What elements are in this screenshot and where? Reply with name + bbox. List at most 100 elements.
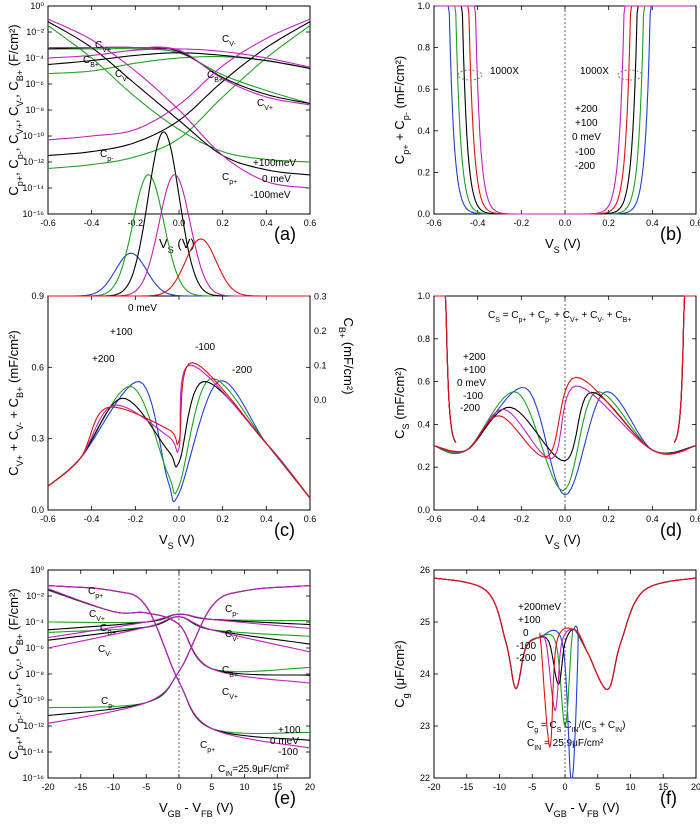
panel-e: -20 -15 -10 -5 0 5 10 15 20 10⁻¹⁶ 10⁻¹⁴ 10⁻¹² 10⁻¹⁰ 1… [6, 565, 315, 819]
x-tick-label: -0.2 [128, 514, 144, 524]
equation: Cg = CS CIN/(CS + CIN) [527, 720, 625, 734]
x-tick-label: 0.6 [690, 514, 700, 524]
panel-f: -20 -15 -10 -5 0 5 10 15 20 22 23 24 25 26 (f) VGB - VF… [392, 565, 700, 819]
series-line-cb [48, 252, 309, 297]
y-tick-label: 10⁰ [30, 1, 44, 11]
panel-label: (f) [660, 788, 677, 808]
y-axis-label: CV+ + CV- + CB+ (mF/cm²) [6, 330, 25, 476]
x-tick-label: -15 [74, 782, 87, 792]
x-axis-label: VS (V) [545, 532, 581, 551]
y-tick-label: 0.9 [31, 291, 44, 301]
annotation: Cp- [101, 696, 115, 710]
y2-tick-label: 0.3 [314, 292, 327, 302]
annotation: CV+ [257, 98, 273, 112]
x-tick-label: 20 [691, 782, 700, 792]
x-tick-label: -15 [460, 782, 473, 792]
annotation: CV- [98, 644, 113, 658]
annotation: 0 meV [572, 132, 601, 143]
x-tick-label: -0.6 [426, 514, 442, 524]
x-tick-label: -10 [107, 782, 120, 792]
series-line [47, 585, 311, 749]
x-tick-label: -20 [41, 782, 54, 792]
x-tick-label: 5 [209, 782, 214, 792]
series-line [47, 364, 311, 499]
series-line [435, 5, 565, 215]
annotation: +200 [92, 354, 115, 365]
annotation: CB+ [100, 623, 116, 637]
y-tick-label: 0.0 [417, 505, 430, 515]
x-tick-label: -0.2 [128, 218, 144, 228]
series-line [47, 25, 311, 170]
series-line [673, 295, 696, 443]
series-line [47, 585, 311, 724]
x-tick-label: -0.6 [426, 218, 442, 228]
panel-c: -0.6 -0.4 -0.2 0.0 0.2 0.4 0.6 0.0 0.3 0.6 0.9 (c) V… [6, 131, 356, 551]
series-line [435, 5, 565, 215]
panel-label: (e) [274, 788, 296, 808]
x-tick-label: 0 [176, 782, 181, 792]
y-axis-label: Cp+ + Cp- (mF/cm²) [392, 56, 411, 164]
annotation: +100 [278, 725, 301, 736]
annotation: +100 [518, 615, 541, 626]
x-tick-label: 0.6 [690, 218, 700, 228]
y-tick-label: 10⁻⁸ [25, 669, 44, 679]
panel-label: (b) [660, 224, 682, 244]
annotation: CIN=25.9μF/cm² [218, 764, 290, 778]
y-tick-label: 1.0 [417, 1, 430, 11]
x-tick-label: -20 [427, 782, 440, 792]
series-line [47, 21, 311, 157]
y-tick-label: 1.0 [417, 291, 430, 301]
annotation: CV- [225, 629, 240, 643]
panel-d: -0.6 -0.4 -0.2 0.0 0.2 0.4 0.6 0.0 0.2 0.4 0.6 0.8 1… [392, 291, 700, 551]
series-line [47, 48, 311, 68]
y-axis-label: Cg (μF/cm²) [392, 640, 411, 707]
annotation: -100meV [250, 190, 291, 201]
annotation: -100 [575, 147, 595, 158]
y-tick-label: 0.2 [417, 462, 430, 472]
annotation: +200meV [518, 602, 561, 613]
y-tick-label: 10⁻⁴ [25, 53, 44, 63]
series-line [47, 362, 311, 499]
y-tick-label: 10⁻⁸ [25, 105, 44, 115]
series-line [47, 18, 311, 189]
y-tick-label: 24 [420, 669, 430, 679]
x-tick-label: -5 [142, 782, 150, 792]
x-tick-label: 15 [272, 782, 282, 792]
x-tick-label: 0.6 [304, 218, 317, 228]
y-tick-label: 0.0 [417, 209, 430, 219]
annotation: +200 [463, 352, 486, 363]
y-tick-label: 0.3 [31, 434, 44, 444]
x-tick-label: -0.4 [84, 514, 100, 524]
series-line [435, 5, 565, 215]
x-tick-label: -10 [493, 782, 506, 792]
x-tick-label: 0.2 [216, 218, 229, 228]
annotation: CV- [222, 34, 237, 48]
y-tick-label: 10⁻⁴ [25, 617, 44, 627]
panel-label: (c) [274, 520, 295, 540]
x-axis-label: VS (V) [159, 236, 195, 255]
annotation: Cp+ [200, 740, 215, 754]
y-tick-label: 26 [420, 565, 430, 575]
x-tick-label: 5 [595, 782, 600, 792]
x-tick-label: 0.0 [559, 514, 572, 524]
series-line [434, 295, 457, 443]
series-line [47, 380, 311, 503]
x-tick-label: 0.4 [646, 514, 659, 524]
annotation: 0 meV [457, 378, 486, 389]
series-line [433, 577, 697, 749]
y-tick-label: 10⁻¹⁴ [22, 183, 44, 193]
x-axis-label: VS (V) [545, 236, 581, 255]
panel-a: -0.6 -0.4 -0.2 0.0 0.2 0.4 0.6 10⁻¹⁶ 10⁻¹⁴ 10⁻¹² 1… [6, 1, 316, 255]
annotation: +100 [463, 365, 486, 376]
annotation: +200 [575, 104, 598, 115]
y-tick-label: 23 [420, 721, 430, 731]
series-line [434, 295, 457, 443]
annotation: CV- [115, 69, 130, 83]
annotation: 0 meV [262, 174, 291, 185]
x-axis-label: VGB - VFB (V) [545, 800, 620, 819]
series-line [434, 295, 457, 443]
series-line [673, 295, 696, 443]
y-tick-label: 10⁻² [26, 591, 44, 601]
annotation: Cp+ [88, 586, 103, 600]
series-line [47, 18, 311, 141]
